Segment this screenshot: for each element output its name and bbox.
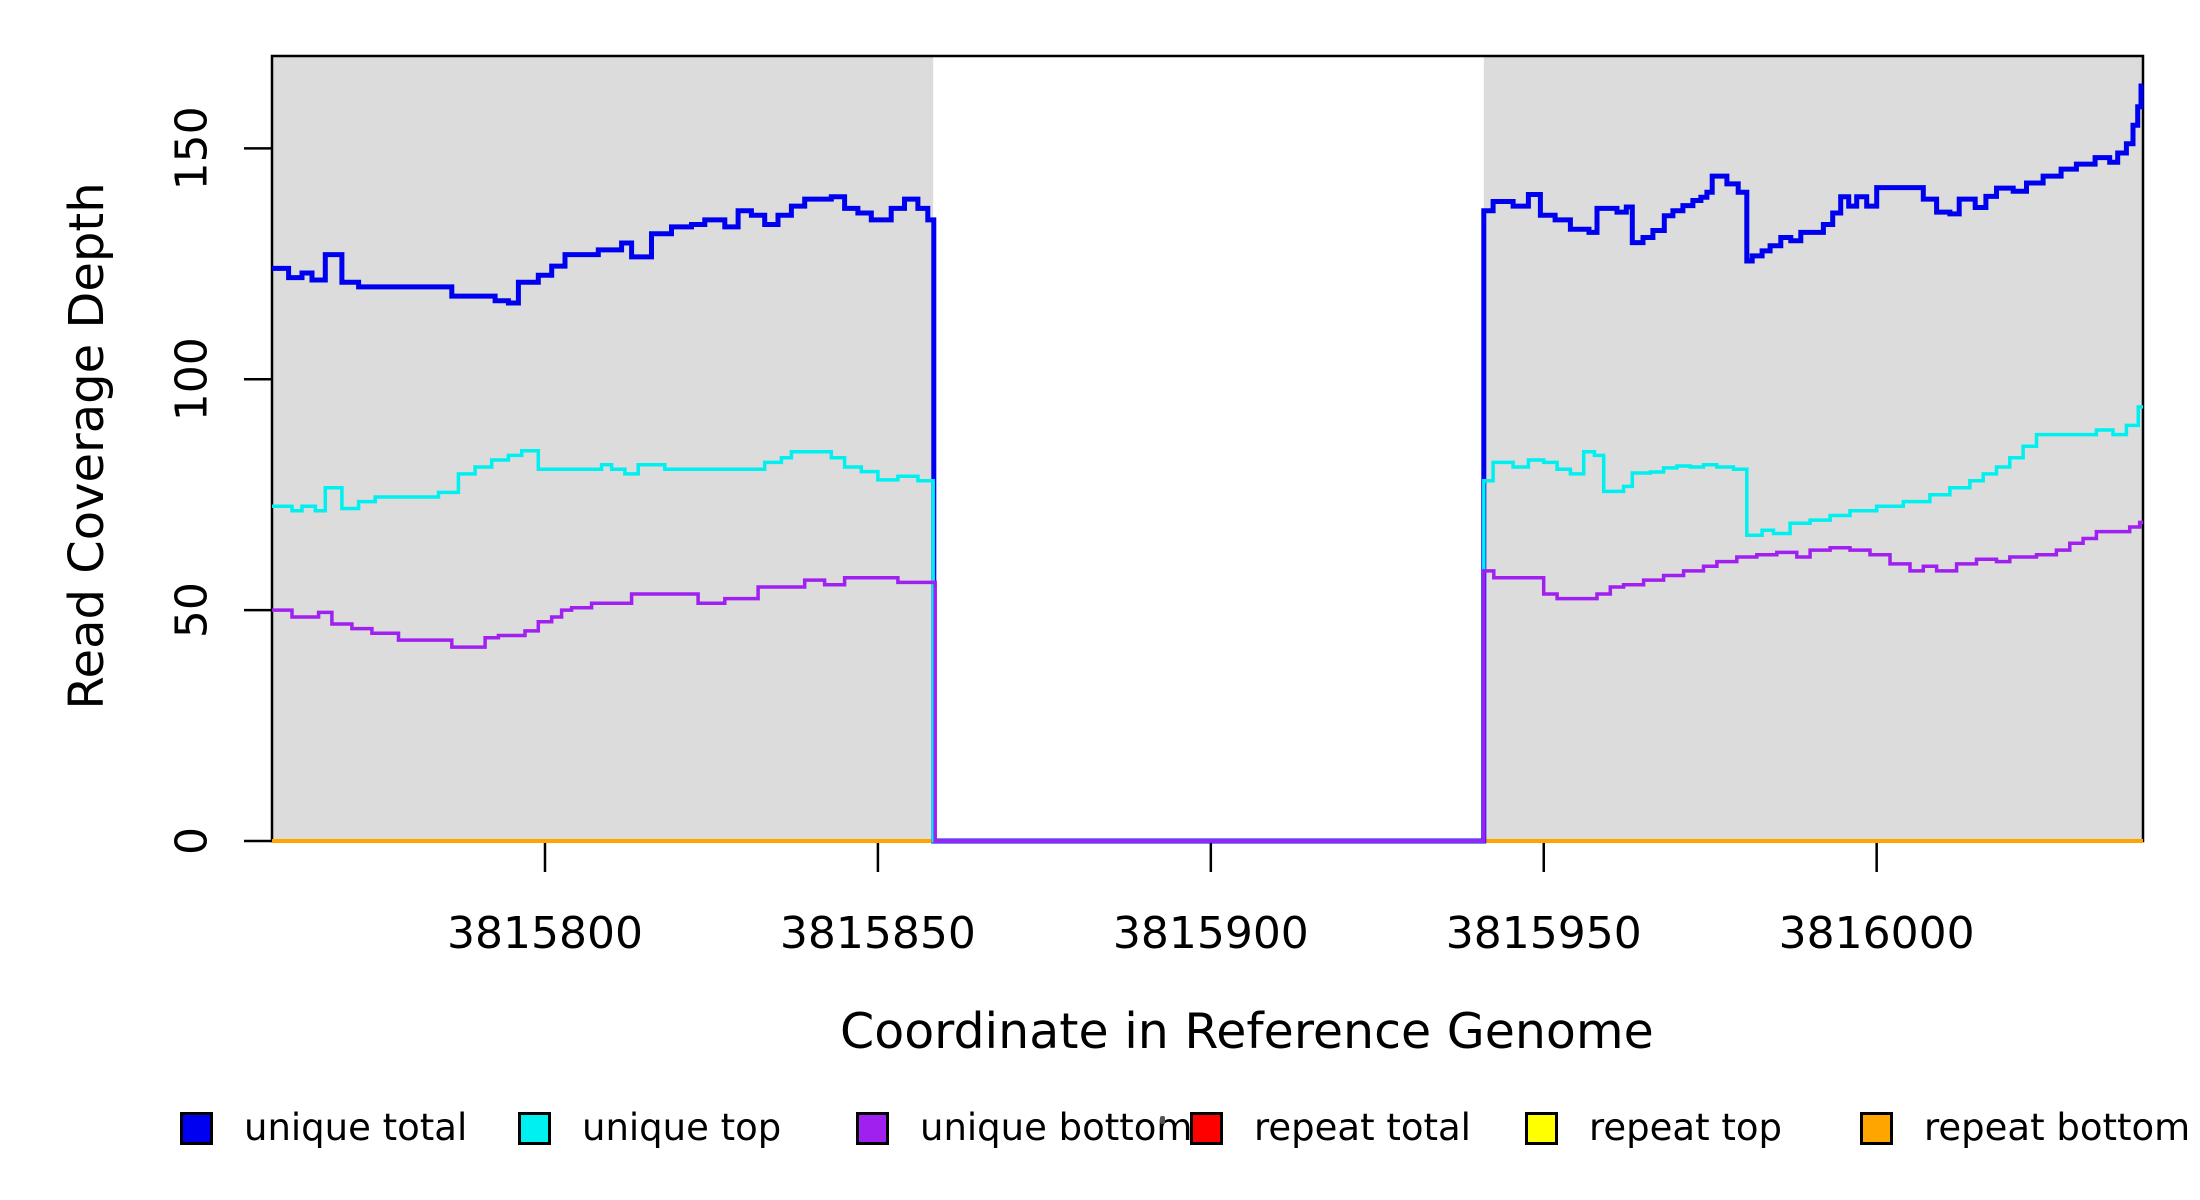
- legend-label-unique-total: unique total: [244, 1106, 468, 1149]
- legend-label-unique-top: unique top: [582, 1106, 782, 1149]
- shaded-region-right-unique-block: [1483, 56, 2143, 841]
- stray-dot: [1160, 1116, 1165, 1124]
- series-line-unique-bottom: [272, 520, 2143, 843]
- legend-swatch-repeat-total: [1190, 1111, 1223, 1145]
- legend-item-unique-bottom: unique bottom: [856, 1106, 1192, 1150]
- y-tick-label: 100: [167, 337, 218, 421]
- series-line-unique-top: [272, 405, 2143, 843]
- x-tick-label: 3815850: [780, 908, 976, 959]
- legend-item-repeat-bottom: repeat bottom: [1860, 1106, 2190, 1150]
- x-tick-label: 3816000: [1779, 908, 1975, 959]
- legend-swatch-repeat-top: [1525, 1111, 1558, 1145]
- x-tick-label: 3815900: [1113, 908, 1309, 959]
- legend-swatch-unique-bottom: [856, 1111, 889, 1145]
- legend-item-repeat-total: repeat total: [1190, 1106, 1471, 1150]
- legend-item-repeat-top: repeat top: [1525, 1106, 1782, 1150]
- y-tick-label: 50: [167, 582, 218, 638]
- legend-label-repeat-total: repeat total: [1254, 1106, 1471, 1149]
- y-axis-title: Read Coverage Depth: [59, 182, 115, 710]
- x-axis-title: Coordinate in Reference Genome: [840, 1003, 1654, 1060]
- legend-item-unique-top: unique top: [518, 1106, 781, 1150]
- legend-swatch-unique-total: [180, 1111, 213, 1145]
- legend-swatch-unique-top: [518, 1111, 551, 1145]
- legend-label-unique-bottom: unique bottom: [920, 1106, 1193, 1149]
- legend-label-repeat-top: repeat top: [1589, 1106, 1782, 1149]
- y-tick-label: 0: [167, 827, 218, 855]
- y-tick-label: 150: [167, 106, 218, 190]
- legend-label-repeat-bottom: repeat bottom: [1924, 1106, 2191, 1149]
- series-line-unique-total: [272, 83, 2144, 844]
- x-tick-label: 3815950: [1446, 908, 1642, 959]
- legend-item-unique-total: unique total: [180, 1106, 467, 1150]
- x-tick-label: 3815800: [447, 908, 643, 959]
- shaded-region-left-unique-block: [272, 56, 934, 841]
- legend-swatch-repeat-bottom: [1860, 1111, 1893, 1145]
